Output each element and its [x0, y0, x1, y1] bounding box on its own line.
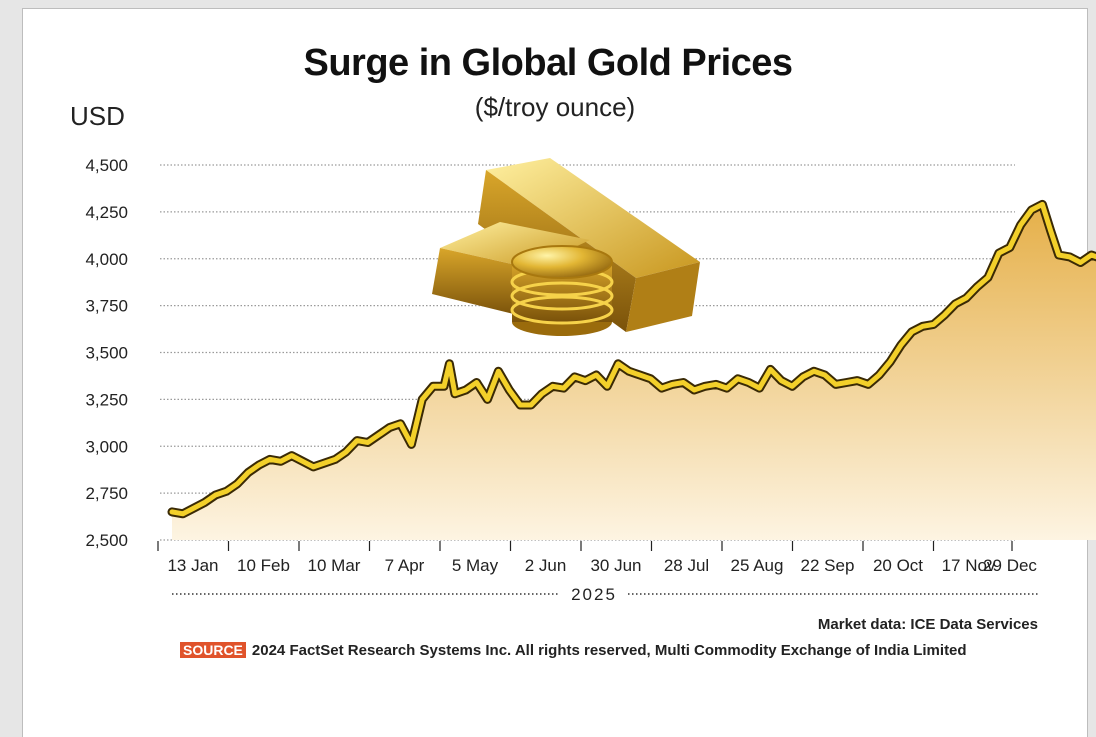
source-note: SOURCE 2024 FactSet Research Systems Inc.…: [180, 642, 967, 659]
x-axis: 13 Jan 10 Feb 10 Mar 7 Apr 5 May 2 Jun 30 Jun 2…: [157, 541, 1040, 604]
x-tick-label: 13 Jan: [167, 556, 218, 575]
source-text: 2024 FactSet Research Systems Inc. All r…: [251, 642, 967, 659]
x-tick-label: 5 May: [452, 556, 499, 575]
y-axis-ticks: 2,500 2,750 3,000 3,250 3,500 3,750 4,000 4,250…: [85, 156, 128, 550]
y-tick-label: 3,750: [85, 297, 128, 316]
x-tick-label: 25 Aug: [731, 556, 784, 575]
y-tick-label: 2,750: [85, 484, 128, 503]
y-tick-label: 2,500: [85, 531, 128, 550]
chart-title: Surge in Global Gold Prices: [303, 42, 793, 84]
x-tick-label: 29 Dec: [983, 556, 1037, 575]
y-tick-label: 4,250: [85, 203, 128, 222]
gold-bars-illustration: [432, 158, 700, 336]
x-tick-label: 22 Sep: [801, 556, 855, 575]
x-tick-label: 2 Jun: [525, 556, 567, 575]
x-tick-label: 20 Oct: [873, 556, 923, 575]
chart-subtitle: ($/troy ounce): [474, 92, 636, 122]
x-tick-label: 17 Nov: [942, 556, 996, 575]
x-tick-label: 10 Feb: [237, 556, 290, 575]
price-line: [169, 201, 1096, 517]
gold-coins-icon: [510, 245, 614, 336]
year-label: 2025: [571, 585, 617, 604]
y-tick-label: 3,250: [85, 390, 128, 409]
y-tick-label: 4,500: [85, 156, 128, 175]
price-area: [172, 204, 1096, 540]
x-tick-label: 10 Mar: [308, 556, 361, 575]
y-tick-label: 3,500: [85, 344, 128, 363]
x-tick-label: 30 Jun: [590, 556, 641, 575]
source-tag: SOURCE: [180, 642, 246, 658]
y-unit-label: USD: [70, 101, 125, 131]
x-tick-label: 7 Apr: [385, 556, 425, 575]
market-data-note: Market data: ICE Data Services: [817, 616, 1038, 633]
y-tick-label: 4,000: [85, 250, 128, 269]
x-tick-label: 28 Jul: [664, 556, 709, 575]
y-tick-label: 3,000: [85, 437, 128, 456]
